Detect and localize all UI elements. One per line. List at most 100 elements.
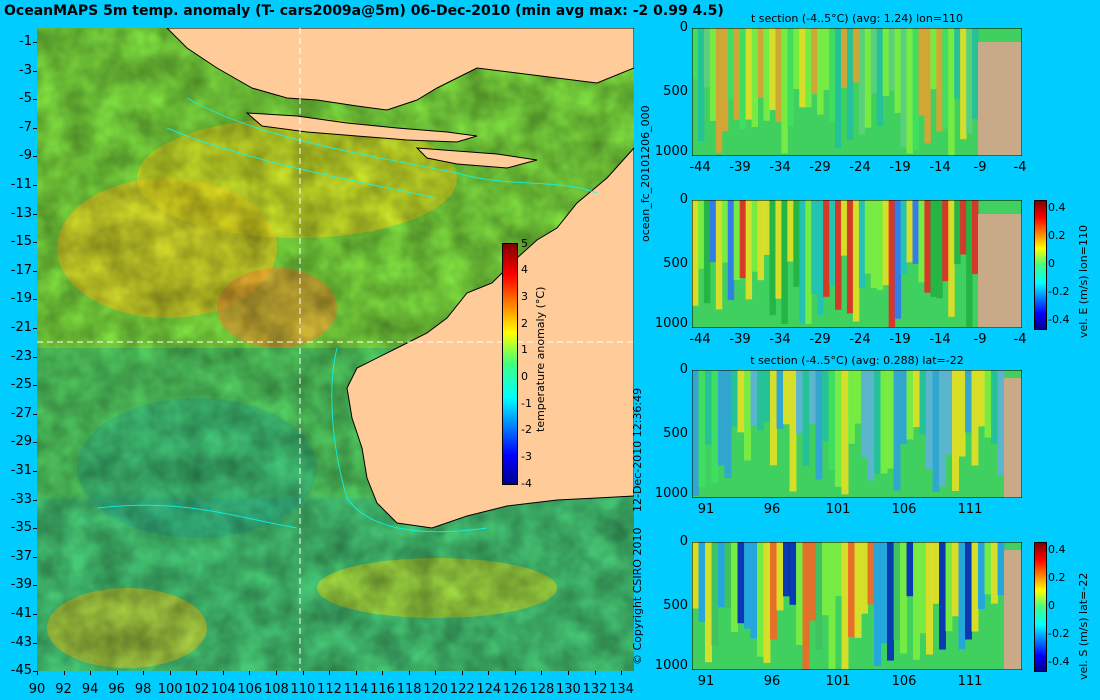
field-stripe (721, 28, 729, 132)
map-y-tick: -43 (10, 634, 32, 650)
section-panel (692, 28, 1022, 156)
field-stripe (972, 28, 979, 119)
panel-x-tick: -9 (973, 332, 987, 347)
field-stripe (757, 200, 764, 281)
field-stripe (846, 200, 854, 314)
panel-x-tick: -4 (1013, 160, 1027, 175)
copyright: © Copyright CSIRO 2010 (631, 527, 644, 665)
tick-mark (143, 671, 145, 675)
field-stripe (948, 28, 955, 156)
field-stripe (965, 542, 972, 640)
panel-x-tick: -39 (729, 332, 751, 347)
field-stripe (835, 370, 842, 487)
map-x-tick: 96 (108, 682, 125, 697)
field-stripe (846, 28, 854, 140)
field-stripe (864, 200, 872, 274)
field-stripe (805, 28, 812, 108)
field-stripe (900, 542, 907, 654)
field-stripe (894, 200, 902, 319)
field-stripe (757, 28, 764, 98)
field-stripe (751, 28, 759, 128)
velocity-colorbar-tick: 0.2 (1048, 229, 1066, 242)
tick-mark (33, 385, 37, 387)
australia-land (346, 147, 634, 529)
field-stripe (769, 28, 776, 111)
field-stripe (737, 370, 745, 433)
field-stripe (802, 370, 810, 467)
field-stripe (918, 200, 925, 283)
tick-mark (33, 270, 37, 272)
field-stripe (711, 542, 719, 646)
field-stripe (854, 370, 862, 424)
field-stripe (822, 370, 829, 442)
colorbar-tick: -4 (521, 477, 532, 490)
panel-y-tick: 500 (663, 598, 688, 613)
field-stripe (942, 28, 949, 129)
tick-mark (33, 528, 37, 530)
field-stripe (906, 28, 913, 154)
map-x-tick: 106 (237, 682, 263, 697)
panel-y-tick: 1000 (654, 316, 688, 332)
field-stripe (848, 370, 855, 444)
field-stripe (727, 200, 735, 301)
field-stripe (870, 200, 878, 289)
map-y-tick: -15 (10, 234, 32, 250)
panel-x-tick: -24 (849, 160, 871, 175)
panel-x-tick: 111 (957, 674, 983, 689)
tick-mark (33, 328, 37, 329)
panel-x-tick: -19 (889, 332, 911, 347)
field-stripe (984, 370, 992, 438)
panel-y-tick: 0 (679, 192, 688, 207)
field-stripe (997, 542, 1005, 596)
field-stripe (757, 370, 764, 431)
field-stripe (815, 370, 823, 480)
field-stripe (861, 370, 868, 458)
field-stripe (697, 28, 705, 142)
field-stripe (870, 28, 878, 93)
field-stripe (776, 370, 784, 429)
field-stripe (882, 28, 890, 97)
map-colorbar (502, 243, 518, 485)
field-stripe (724, 542, 732, 609)
field-stripe (991, 542, 998, 604)
field-stripe (840, 200, 848, 256)
field-stripe (840, 28, 848, 88)
field-stripe (745, 28, 753, 120)
field-stripe (703, 28, 711, 88)
tick-mark (382, 671, 384, 675)
velocity-colorbar-tick: -0.4 (1048, 313, 1070, 326)
velocity-colorbar-tick: 0 (1048, 257, 1055, 270)
seafloor-land (1004, 550, 1022, 670)
map-y-tick: -31 (10, 463, 32, 478)
field-stripe (817, 200, 824, 316)
panel-x-tick: -4 (1013, 332, 1027, 347)
panel-x-tick: 106 (891, 674, 917, 689)
tick-mark (33, 642, 37, 644)
field-stripe (978, 370, 985, 427)
field-stripe (936, 200, 943, 299)
seafloor-land (1004, 378, 1022, 498)
field-stripe (912, 200, 919, 264)
map-y-tick: -33 (10, 491, 32, 507)
field-stripe (966, 28, 973, 134)
map-y-tick: -45 (10, 663, 32, 679)
map-y-tick: -5 (19, 91, 32, 107)
panel-x-tick: -39 (729, 160, 751, 175)
field-stripe (942, 200, 949, 282)
map-y-tick: -37 (10, 548, 32, 564)
field-stripe (861, 542, 868, 614)
colorbar-tick: 1 (521, 343, 528, 356)
field-stripe (965, 370, 972, 433)
field-stripe (739, 28, 747, 130)
field-stripe (954, 28, 961, 99)
colorbar-tick: -3 (521, 450, 532, 463)
map-x-tick: 116 (370, 682, 395, 697)
velocity-colorbar-tick: -0.4 (1048, 655, 1070, 668)
field-stripe (770, 542, 777, 640)
field-stripe (828, 370, 836, 470)
field-stripe (750, 370, 758, 426)
field-stripe (919, 542, 927, 634)
velocity-colorbar-tick: 0 (1048, 599, 1055, 612)
panel-y-tick: 1000 (654, 486, 688, 502)
field-stripe (876, 28, 884, 126)
